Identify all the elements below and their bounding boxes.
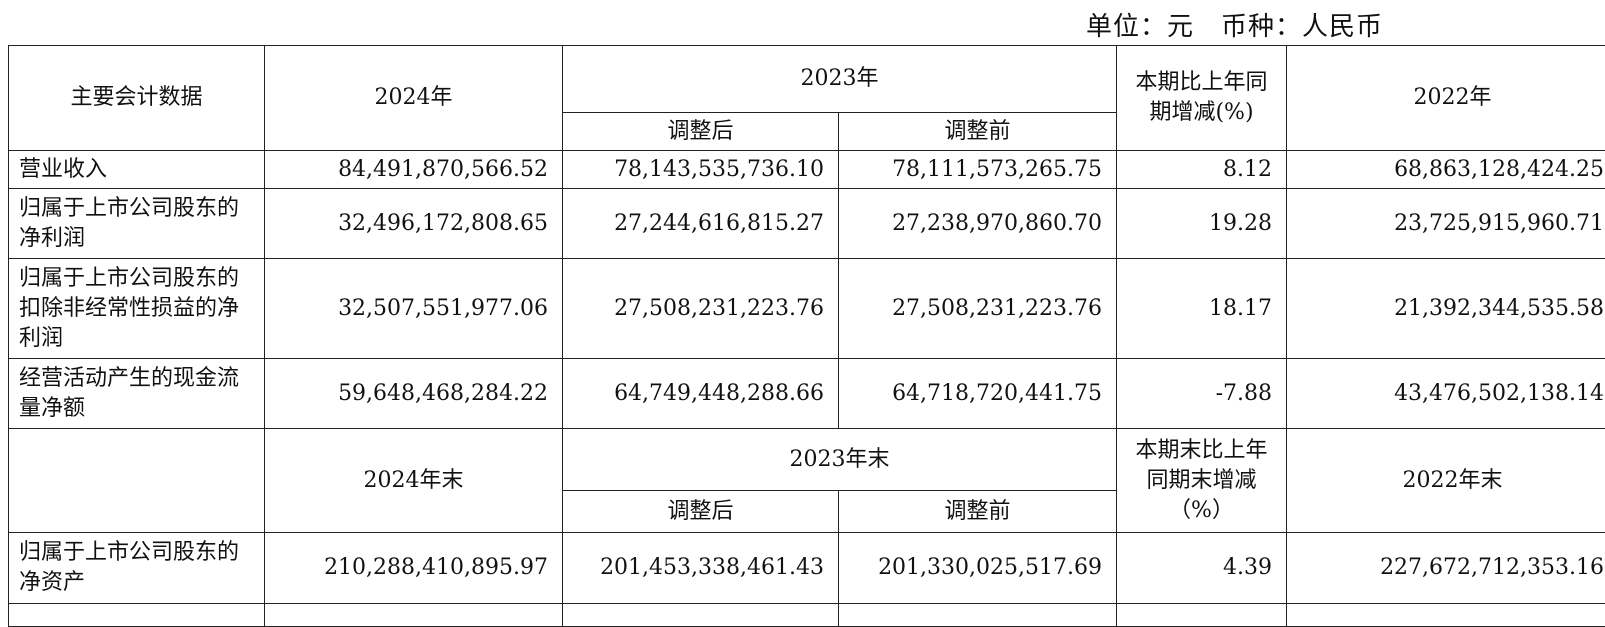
table-row-partial — [9, 604, 1605, 627]
cell-2023-adjusted: 27,508,231,223.76 — [563, 259, 839, 359]
header-2022: 2022年 — [1287, 46, 1605, 151]
header2-2023: 2023年末 — [563, 429, 1117, 491]
header-2024: 2024年 — [265, 46, 563, 151]
cell-2023-before: 27,238,970,860.70 — [839, 189, 1117, 259]
cell-change: 4.39 — [1117, 533, 1287, 604]
cell-change: 8.12 — [1117, 151, 1287, 189]
row-label: 经营活动产生的现金流量净额 — [9, 359, 265, 429]
header-row-2: 2024年末 2023年末 本期末比上年同期末增减（%） 2022年末 — [9, 429, 1605, 491]
cell-2023-adjusted: 78,143,535,736.10 — [563, 151, 839, 189]
table-row: 经营活动产生的现金流量净额 59,648,468,284.22 64,749,4… — [9, 359, 1605, 429]
cell-2022: 227,672,712,353.16 — [1287, 533, 1605, 604]
cell-change: 18.17 — [1117, 259, 1287, 359]
cell-change: -7.88 — [1117, 359, 1287, 429]
key-accounting-data-table: 主要会计数据 2024年 2023年 本期比上年同期增减(%) 2022年 调整… — [8, 45, 1605, 627]
row-label: 归属于上市公司股东的扣除非经常性损益的净利润 — [9, 259, 265, 359]
cell-2023-adjusted: 27,244,616,815.27 — [563, 189, 839, 259]
header-row: 主要会计数据 2024年 2023年 本期比上年同期增减(%) 2022年 — [9, 46, 1605, 113]
cell-2023-before: 64,718,720,441.75 — [839, 359, 1117, 429]
cell-2024: 32,507,551,977.06 — [265, 259, 563, 359]
header-2023-adjusted: 调整后 — [563, 113, 839, 151]
cell-2024: 59,648,468,284.22 — [265, 359, 563, 429]
cell-2024: 84,491,870,566.52 — [265, 151, 563, 189]
header-2023: 2023年 — [563, 46, 1117, 113]
cell-2024: 210,288,410,895.97 — [265, 533, 563, 604]
header2-2024: 2024年末 — [265, 429, 563, 533]
cell-2023-adjusted: 201,453,338,461.43 — [563, 533, 839, 604]
table-row: 营业收入 84,491,870,566.52 78,143,535,736.10… — [9, 151, 1605, 189]
cell-2023-before: 201,330,025,517.69 — [839, 533, 1117, 604]
cell-2022: 43,476,502,138.14 — [1287, 359, 1605, 429]
cell-2023-before: 27,508,231,223.76 — [839, 259, 1117, 359]
cell-2022: 23,725,915,960.71 — [1287, 189, 1605, 259]
row-label: 营业收入 — [9, 151, 265, 189]
header2-change: 本期末比上年同期末增减（%） — [1117, 429, 1287, 533]
table-row: 归属于上市公司股东的扣除非经常性损益的净利润 32,507,551,977.06… — [9, 259, 1605, 359]
cell-2022: 21,392,344,535.58 — [1287, 259, 1605, 359]
cell-2022: 68,863,128,424.25 — [1287, 151, 1605, 189]
header-item: 主要会计数据 — [9, 46, 265, 151]
cell-2023-adjusted: 64,749,448,288.66 — [563, 359, 839, 429]
table-row: 归属于上市公司股东的净资产 210,288,410,895.97 201,453… — [9, 533, 1605, 604]
header2-2022: 2022年末 — [1287, 429, 1605, 533]
cell-change: 19.28 — [1117, 189, 1287, 259]
header2-2023-adjusted: 调整后 — [563, 491, 839, 533]
header2-2023-before: 调整前 — [839, 491, 1117, 533]
header2-empty — [9, 429, 265, 533]
table-row: 归属于上市公司股东的净利润 32,496,172,808.65 27,244,6… — [9, 189, 1605, 259]
unit-currency-note: 单位：元 币种：人民币 — [1086, 6, 1383, 43]
row-label: 归属于上市公司股东的净资产 — [9, 533, 265, 604]
header-2023-before: 调整前 — [839, 113, 1117, 151]
header-change: 本期比上年同期增减(%) — [1117, 46, 1287, 151]
row-label: 归属于上市公司股东的净利润 — [9, 189, 265, 259]
cell-2023-before: 78,111,573,265.75 — [839, 151, 1117, 189]
cell-2024: 32,496,172,808.65 — [265, 189, 563, 259]
